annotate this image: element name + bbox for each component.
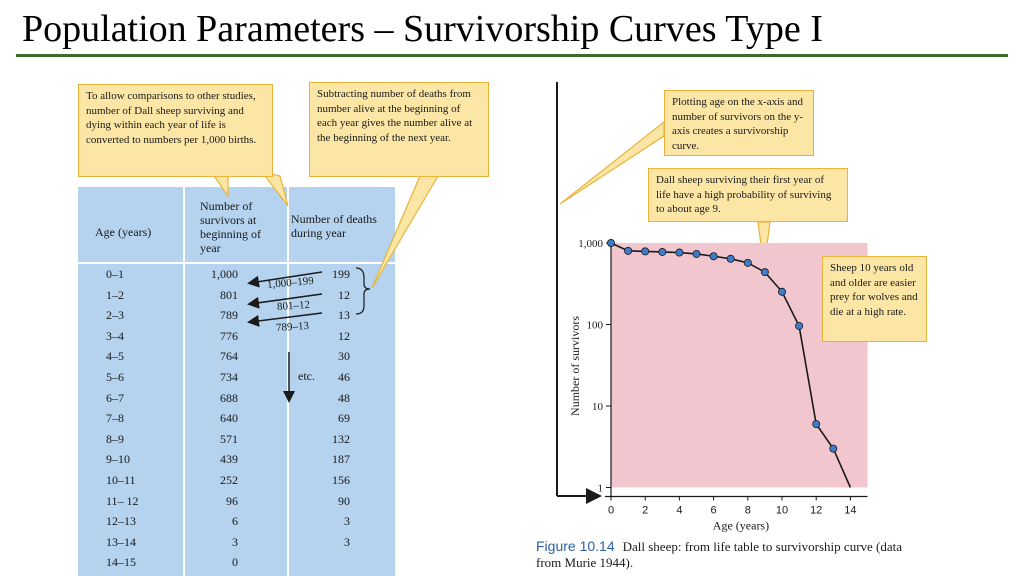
figure-caption-text: Dall sheep: from life table to survivors…	[536, 539, 903, 570]
table-cell-age: 12–13	[106, 514, 136, 529]
data-point	[709, 252, 718, 261]
table-cell-age: 14–15	[106, 555, 136, 570]
x-axis-label: Age (years)	[713, 519, 769, 533]
data-point	[692, 249, 701, 258]
table-cell-age: 11– 12	[106, 493, 139, 508]
callout-first-year: Dall sheep surviving their first year of…	[648, 168, 848, 222]
title-divider	[16, 54, 1008, 57]
table-cell-survivors: 640	[220, 411, 238, 426]
table-cell-deaths: 12	[338, 287, 350, 302]
table-cell-age: 6–7	[106, 390, 124, 405]
data-point	[760, 268, 769, 277]
data-point	[675, 248, 684, 257]
table-cell-survivors: 439	[220, 452, 238, 467]
table-cell-age: 5–6	[106, 370, 124, 384]
table-cell-survivors: 688	[220, 390, 238, 405]
y-tick-label: 1,000	[578, 238, 603, 250]
table-cell-survivors: 252	[220, 473, 238, 487]
x-tick-label: 8	[745, 505, 751, 517]
table-cell-deaths: 30	[338, 349, 350, 364]
table-cell-deaths: 69	[338, 411, 350, 426]
table-cell-deaths: 3	[344, 514, 350, 529]
callout-pointer	[371, 175, 440, 289]
brace	[355, 267, 371, 315]
y-tick-label: 100	[587, 320, 604, 332]
table-cell-deaths: 132	[332, 431, 350, 446]
data-point	[658, 247, 667, 256]
callout-subtracting: Subtracting number of deaths from number…	[309, 82, 489, 177]
slide-title: Population Parameters – Survivorship Cur…	[22, 8, 823, 50]
table-cell-age: 8–9	[106, 431, 124, 446]
data-point	[778, 287, 787, 296]
table-cell-survivors: 1,000	[211, 267, 238, 281]
table-cell-age: 3–4	[106, 328, 124, 343]
callout-comparisons: To allow comparisons to other studies, n…	[78, 84, 273, 177]
table-cell-deaths: 187	[332, 452, 350, 467]
x-tick-label: 0	[608, 505, 614, 517]
subtract-arrow	[247, 271, 323, 288]
table-cell-survivors: 3	[232, 534, 238, 549]
x-tick-label: 2	[642, 505, 648, 517]
callout-plotting: Plotting age on the x-axis and number of…	[664, 90, 814, 156]
data-point	[607, 238, 616, 247]
table-cell-age: 10–11	[106, 473, 136, 487]
table-cell-deaths: 90	[338, 493, 350, 508]
y-tick-label: 10	[592, 401, 604, 413]
table-header-divider	[78, 262, 395, 264]
figure-caption: Figure 10.14 Dall sheep: from life table …	[536, 538, 916, 571]
header-survivors: Number of survivors at beginning of year	[200, 199, 261, 255]
data-point	[743, 258, 752, 267]
data-point	[624, 246, 633, 255]
table-cell-survivors: 734	[220, 370, 238, 384]
x-tick-label: 4	[676, 505, 682, 517]
table-cell-deaths: 46	[338, 370, 350, 384]
y-tick-label: 1	[598, 483, 604, 495]
table-cell-survivors: 801	[220, 287, 238, 302]
table-cell-deaths: 12	[338, 328, 350, 343]
callout-pointer	[260, 171, 289, 207]
table-cell-age: 9–10	[106, 452, 130, 467]
table-cell-age: 2–3	[106, 308, 124, 323]
data-point	[812, 420, 821, 429]
y-axis-label: Number of survivors	[568, 316, 582, 416]
subtract-arrow	[247, 293, 323, 309]
table-cell-survivors: 764	[220, 349, 238, 364]
data-point	[795, 321, 804, 330]
table-cell-age: 4–5	[106, 349, 124, 364]
data-point	[829, 444, 838, 453]
table-cell-survivors: 96	[226, 493, 238, 508]
table-cell-deaths: 13	[338, 308, 350, 323]
x-tick-label: 12	[810, 505, 822, 517]
header-deaths: Number of deaths during year	[291, 212, 377, 240]
table-cell-deaths: 156	[332, 473, 350, 487]
table-cell-age: 1–2	[106, 287, 124, 302]
table-cell-survivors: 571	[220, 431, 238, 446]
table-column-divider	[287, 187, 289, 576]
callout-pointer	[212, 175, 229, 198]
data-point	[641, 247, 650, 256]
header-age: Age (years)	[95, 225, 152, 239]
table-cell-deaths: 3	[344, 534, 350, 549]
table-cell-deaths: 48	[338, 390, 350, 405]
table-cell-age: 7–8	[106, 411, 124, 426]
subtract-arrow	[247, 312, 323, 327]
table-cell-survivors: 0	[232, 555, 238, 570]
etc-note: etc.	[298, 369, 315, 383]
table-cell-deaths: 199	[332, 267, 350, 281]
x-tick-label: 6	[711, 505, 717, 517]
table-cell-age: 0–1	[106, 267, 124, 281]
table-cell-survivors: 789	[220, 308, 238, 323]
x-tick-label: 10	[776, 505, 788, 517]
life-table-panel	[78, 187, 395, 576]
table-cell-survivors: 776	[220, 328, 238, 343]
table-cell-age: 13–14	[106, 534, 136, 549]
table-column-divider	[183, 187, 185, 576]
figure-number: Figure 10.14	[536, 538, 615, 554]
table-cell-survivors: 6	[232, 514, 238, 529]
x-tick-label: 14	[844, 505, 856, 517]
callout-older: Sheep 10 years old and older are easier …	[822, 256, 927, 342]
data-point	[726, 254, 735, 263]
